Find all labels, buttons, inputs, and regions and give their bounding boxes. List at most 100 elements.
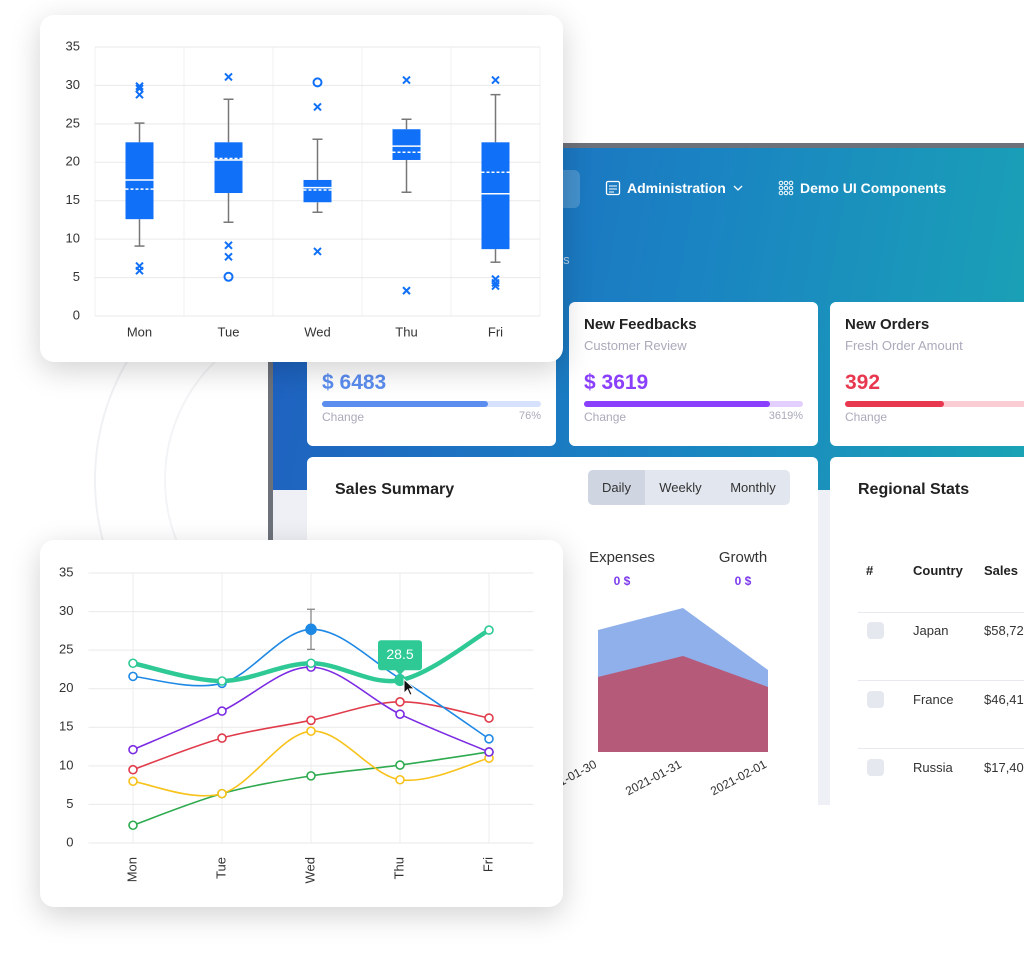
cell: Russia (913, 760, 953, 775)
point (484, 734, 494, 744)
outlier (135, 84, 144, 93)
point (128, 776, 138, 787)
column-header: # (866, 563, 874, 578)
point (306, 715, 316, 726)
tooltip-pointer (395, 669, 405, 676)
x-tick-label: Fri (480, 857, 495, 872)
tooltip-label: 28.5 (386, 646, 413, 662)
row-divider (858, 612, 1024, 613)
y-tick-label: 15 (66, 192, 80, 207)
row-checkbox[interactable] (867, 691, 884, 708)
outlier (491, 75, 500, 85)
y-tick-label: 20 (66, 154, 80, 169)
nav-icon (605, 180, 621, 196)
point (395, 760, 405, 770)
outlier (135, 81, 144, 91)
y-tick-label: 30 (59, 603, 73, 618)
card-percent: 76% (518, 410, 541, 422)
x-tick-label: Tue (218, 324, 240, 339)
x-tick-label: 2021-02-01 (708, 757, 769, 798)
point (305, 623, 317, 636)
row-divider (858, 748, 1024, 749)
y-tick-label: 15 (59, 719, 73, 734)
y-tick-label: 20 (59, 680, 73, 695)
outlier (224, 252, 233, 262)
row-checkbox[interactable] (867, 622, 884, 639)
cell: $58,720 (984, 623, 1024, 638)
card-value: $ 6483 (322, 371, 387, 394)
outlier (491, 281, 500, 291)
nav-item[interactable]: Demo UI Components (778, 176, 946, 200)
stat-card: New Feedbacks Customer Review $ 3619 Cha… (569, 302, 818, 446)
point (306, 726, 316, 736)
card-value: 392 (845, 371, 881, 394)
x-tick-label: Mon (127, 324, 152, 339)
row-checkbox[interactable] (867, 759, 884, 776)
point (395, 774, 405, 785)
y-tick-label: 0 (73, 307, 80, 322)
row-divider (858, 680, 1024, 681)
area-chart: 2021-01-30 2021-01-31 2021-02-01 (538, 608, 769, 798)
cursor (403, 678, 416, 696)
card-value: $ 3619 (584, 371, 649, 394)
box (214, 142, 243, 194)
x-tick-label: 2021-01-31 (623, 757, 684, 798)
dashboard: Administration Demo UI Components orts $… (268, 143, 1024, 805)
x-tick-label: Wed (302, 857, 317, 884)
cell: Japan (913, 623, 949, 638)
box (125, 142, 154, 220)
card-title: Regional Stats (858, 481, 970, 498)
card-title: New Feedbacks (584, 316, 697, 333)
y-tick-label: 5 (73, 269, 80, 284)
tab[interactable]: Monthly (730, 480, 776, 495)
y-tick-label: 10 (66, 231, 80, 246)
far-outlier (312, 77, 323, 88)
x-tick-label: Thu (395, 324, 417, 339)
box-plot-card: 0 5 10 15 20 25 30 35 Mon Tue Wed Thu Fri (40, 15, 563, 362)
nav-icon (778, 180, 794, 196)
regional-stats-card: Regional Stats # Country Sales Japan $58… (830, 457, 1024, 805)
x-tick-label: Mon (124, 857, 139, 882)
outlier (224, 241, 233, 250)
y-tick-label: 30 (66, 77, 80, 92)
box (303, 179, 332, 203)
point (484, 625, 494, 635)
point (128, 820, 138, 831)
cell: $17,402 (984, 760, 1024, 775)
card-change-label: Change (584, 410, 627, 424)
y-tick-label: 35 (59, 564, 73, 579)
card-title: New Orders (845, 316, 930, 333)
stat-value: 0 $ (613, 574, 631, 588)
x-tick-label: Tue (213, 857, 228, 879)
box-plot: 0 5 10 15 20 25 30 35 Mon Tue Wed Thu Fri (66, 38, 541, 339)
progress-bar (845, 401, 944, 407)
stat-label: Expenses (589, 549, 655, 566)
nav-item[interactable]: Administration (605, 176, 744, 200)
tooltip-box (378, 640, 422, 671)
x-tick-label: Thu (391, 857, 406, 879)
point (217, 676, 227, 686)
card-subtitle: Fresh Order Amount (845, 338, 963, 353)
progress-bar (584, 401, 771, 407)
card-percent: 3619% (768, 410, 803, 422)
tab[interactable]: Weekly (659, 480, 702, 495)
y-tick-label: 25 (66, 115, 80, 130)
outlier (402, 286, 411, 295)
point (217, 788, 227, 799)
tab-group: Daily Weekly Monthly (588, 470, 790, 505)
area-series (598, 656, 768, 752)
point (128, 764, 138, 775)
tab[interactable]: Daily (588, 470, 645, 505)
column-header: Country (913, 563, 963, 578)
outlier (135, 266, 144, 275)
y-tick-label: 35 (66, 38, 80, 53)
x-tick-label: Fri (488, 324, 503, 339)
point (128, 744, 138, 755)
card-title: Sales Summary (335, 481, 455, 498)
nav-label: Demo UI Components (800, 180, 947, 196)
y-tick-label: 5 (66, 796, 73, 811)
chevron (733, 185, 743, 191)
